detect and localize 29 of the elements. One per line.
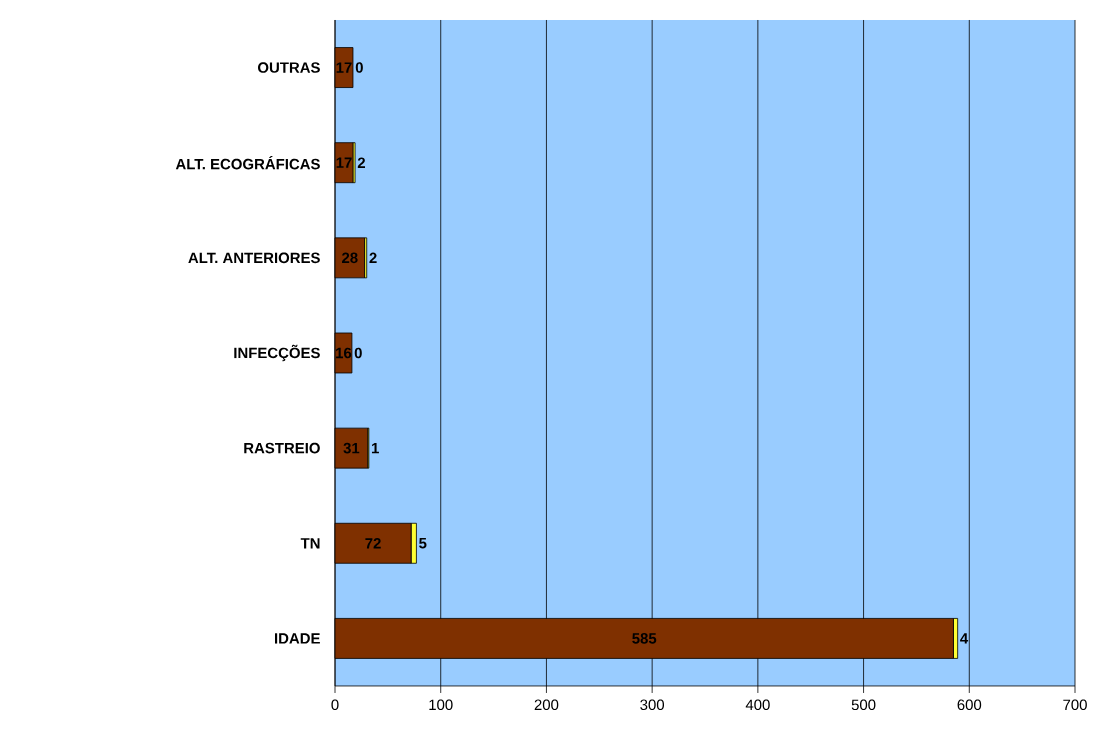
- data-label: 0: [355, 62, 363, 73]
- data-label: 31: [343, 442, 360, 454]
- data-label: 28: [342, 252, 358, 264]
- data-label: 1: [371, 442, 379, 454]
- y-tick-label: RASTREIO: [244, 442, 320, 454]
- y-tick-label: OUTRAS: [258, 62, 320, 73]
- x-tick-label: 400: [745, 699, 770, 711]
- data-label: 72: [365, 538, 381, 549]
- y-tick-label: IDADE: [274, 633, 320, 644]
- y-tick-label: ALT. ANTERIORES: [188, 252, 320, 264]
- data-label: 5: [419, 538, 427, 549]
- x-tick-label: 200: [534, 699, 559, 711]
- y-tick-label: TN: [300, 538, 320, 549]
- x-tick-label: 700: [1063, 699, 1087, 711]
- data-label: 2: [357, 157, 365, 168]
- x-tick-label: 600: [957, 699, 982, 711]
- y-tick-label: ALT. ECOGRÁFICAS: [175, 156, 320, 170]
- data-label: 17: [336, 157, 352, 168]
- data-label: 2: [369, 252, 377, 264]
- x-tick-label: 300: [640, 699, 665, 711]
- data-label: 17: [336, 62, 352, 73]
- x-tick-label: 500: [851, 699, 876, 711]
- x-tick-label: 0: [331, 699, 339, 711]
- data-label: 585: [632, 633, 657, 644]
- data-label: 4: [960, 633, 969, 644]
- data-label: 0: [354, 347, 362, 359]
- x-tick-label: 100: [429, 699, 453, 711]
- data-label: 16: [336, 347, 352, 359]
- y-tick-label: INFECÇÕES: [234, 344, 320, 362]
